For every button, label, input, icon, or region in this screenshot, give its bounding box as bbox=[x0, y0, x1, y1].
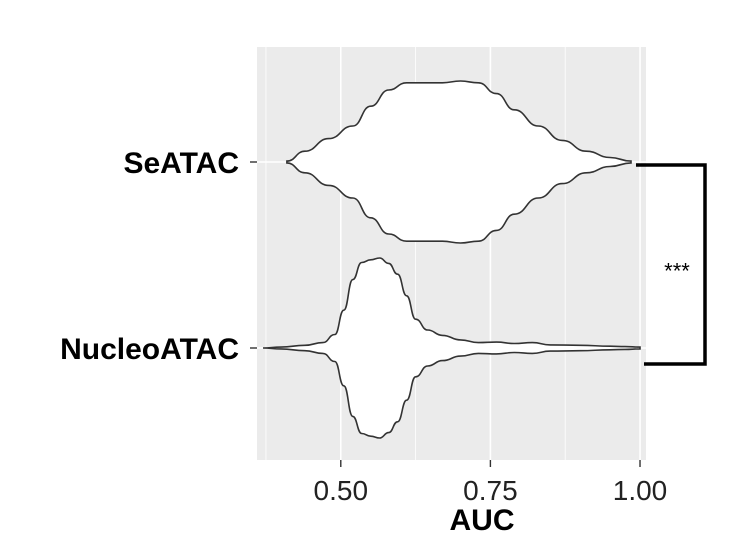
x-tick-label-1: 0.75 bbox=[463, 475, 518, 506]
x-axis: 0.50 0.75 1.00 bbox=[314, 460, 668, 506]
y-tick-label-nucleoatac: NucleoATAC bbox=[60, 333, 239, 366]
violin-seatac bbox=[286, 80, 632, 244]
significance-annotation: *** bbox=[636, 163, 707, 366]
x-tick-label-2: 1.00 bbox=[613, 475, 668, 506]
y-tick-label-seatac: SeATAC bbox=[123, 147, 239, 180]
x-tick-label-0: 0.50 bbox=[314, 475, 369, 506]
violins bbox=[262, 80, 641, 439]
x-axis-title: AUC bbox=[450, 504, 515, 537]
violin-nucleoatac bbox=[262, 257, 641, 439]
significance-label: *** bbox=[664, 259, 690, 284]
y-axis: SeATAC NucleoATAC bbox=[60, 147, 257, 366]
significance-bracket bbox=[636, 163, 707, 366]
